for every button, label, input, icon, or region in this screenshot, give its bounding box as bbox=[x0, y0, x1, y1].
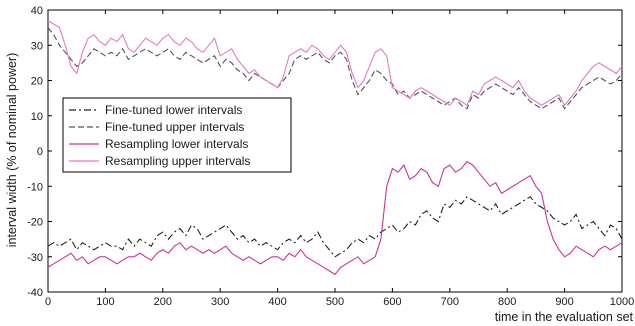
y-tick-label: -30 bbox=[27, 252, 43, 264]
x-tick-label: 0 bbox=[45, 296, 51, 308]
y-axis-label: interval width (% of nominal power) bbox=[5, 53, 19, 248]
legend-box bbox=[62, 97, 292, 173]
y-tick-label: -40 bbox=[27, 287, 43, 299]
series-line-1 bbox=[47, 196, 623, 258]
x-tick-label: 600 bbox=[383, 296, 401, 308]
axes-layer: 0 100 200 300 400 500 600 700 800 900 1000-40-30-2… bbox=[27, 5, 634, 308]
legend-label-1: Fine-tuned lower intervals bbox=[105, 103, 242, 117]
y-tick-label: -20 bbox=[27, 217, 43, 229]
y-tick-label: 30 bbox=[31, 40, 43, 52]
y-tick-label: 10 bbox=[31, 111, 43, 123]
series-layer bbox=[47, 20, 623, 276]
x-tick-label: 400 bbox=[268, 296, 286, 308]
x-tick-label: 500 bbox=[326, 296, 344, 308]
x-tick-label: 100 bbox=[96, 296, 114, 308]
series-line-2 bbox=[47, 27, 623, 110]
x-tick-label: 800 bbox=[498, 296, 516, 308]
y-tick-label: -10 bbox=[27, 181, 43, 193]
y-tick-label: 0 bbox=[37, 146, 43, 158]
legend-label-3: Resampling lower intervals bbox=[105, 137, 248, 151]
x-tick-label: 300 bbox=[211, 296, 229, 308]
legend-label-2: Fine-tuned upper intervals bbox=[105, 120, 244, 134]
x-tick-label: 1000 bbox=[610, 296, 634, 308]
y-tick-label: 40 bbox=[31, 5, 43, 17]
series-line-4 bbox=[47, 20, 623, 107]
x-axis-label: time in the evaluation set bbox=[495, 310, 634, 324]
x-tick-label: 200 bbox=[154, 296, 172, 308]
legend: Fine-tuned lower intervals Fine-tuned upp… bbox=[62, 97, 292, 173]
series-line-3 bbox=[47, 160, 623, 276]
x-tick-label: 900 bbox=[555, 296, 573, 308]
y-tick-label: 20 bbox=[31, 76, 43, 88]
legend-label-4: Resampling upper intervals bbox=[105, 154, 250, 168]
x-tick-label: 700 bbox=[441, 296, 459, 308]
